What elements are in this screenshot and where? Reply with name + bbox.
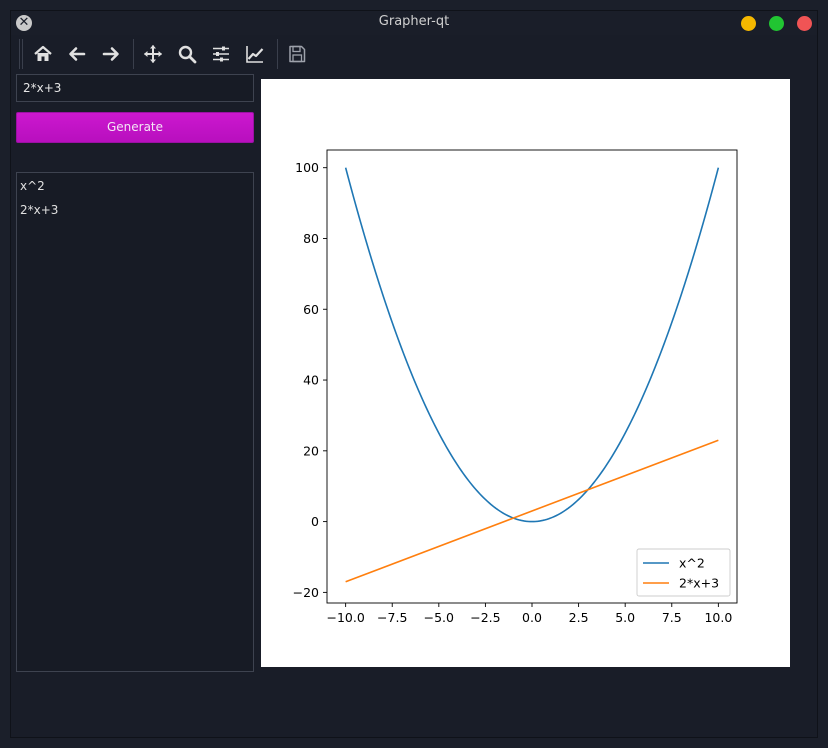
- minimize-button[interactable]: [741, 16, 756, 31]
- x-tick-label: −10.0: [326, 610, 364, 625]
- sliders-icon: [213, 46, 229, 62]
- toolbar-separator: [277, 39, 278, 69]
- expression-input[interactable]: [16, 74, 254, 102]
- close-icon[interactable]: ✕: [16, 15, 32, 31]
- y-tick-label: 100: [295, 160, 319, 175]
- x-tick-label: 0.0: [522, 610, 542, 625]
- list-item[interactable]: x^2: [20, 179, 45, 193]
- arrow-left-icon: [69, 47, 86, 61]
- y-tick-label: −20: [293, 585, 319, 600]
- zoom-button[interactable]: [174, 41, 200, 67]
- series-line: [344, 167, 720, 523]
- expression-list[interactable]: x^2 2*x+3: [16, 172, 254, 672]
- floppy-disk-icon: [289, 45, 306, 63]
- window-title: Grapher-qt: [378, 14, 450, 29]
- save-button[interactable]: [284, 41, 310, 67]
- plot: −10.0 −7.5 −5.0 −2.5 0.0 2.5 5.0 7.5 10.0 −20 0 20 4…: [293, 149, 738, 625]
- move-icon: [144, 45, 162, 63]
- y-tick-label: 40: [303, 373, 319, 388]
- x-tick-label: −2.5: [470, 610, 500, 625]
- toolbar-separator: [133, 39, 134, 69]
- x-tick-label: −5.0: [424, 610, 454, 625]
- home-icon: [34, 45, 52, 61]
- legend-box: [636, 548, 731, 597]
- home-button[interactable]: [30, 41, 56, 67]
- legend-label: x^2: [679, 556, 705, 571]
- edit-axes-button[interactable]: [242, 41, 268, 67]
- plot-canvas[interactable]: −10.0 −7.5 −5.0 −2.5 0.0 2.5 5.0 7.5 10.0 −20 0 20 4…: [261, 79, 790, 667]
- x-tick-label: 7.5: [662, 610, 682, 625]
- toolbar-grip: [19, 39, 20, 69]
- app-window: ✕ Grapher-qt: [10, 10, 818, 738]
- y-tick-label: 0: [311, 514, 319, 529]
- series-line: [345, 439, 719, 583]
- toolbar-grip: [22, 39, 23, 69]
- y-tick-label: 20: [303, 443, 319, 458]
- toolbar: [11, 35, 817, 73]
- configure-subplots-button[interactable]: [208, 41, 234, 67]
- x-tick-label: −7.5: [377, 610, 407, 625]
- y-tick-label: 80: [303, 231, 319, 246]
- axes-frame: [326, 149, 738, 604]
- y-tick-label: 60: [303, 302, 319, 317]
- legend-label: 2*x+3: [679, 576, 719, 591]
- forward-button[interactable]: [98, 41, 124, 67]
- generate-button[interactable]: Generate: [16, 112, 254, 143]
- x-tick-label: 5.0: [615, 610, 635, 625]
- arrow-right-icon: [102, 47, 119, 61]
- x-tick-label: 10.0: [704, 610, 732, 625]
- maximize-button[interactable]: [769, 16, 784, 31]
- pan-button[interactable]: [140, 41, 166, 67]
- title-bar: ✕ Grapher-qt: [11, 11, 817, 35]
- magnifier-icon: [178, 45, 197, 64]
- close-button[interactable]: [797, 16, 812, 31]
- back-button[interactable]: [64, 41, 90, 67]
- line-chart-icon: [246, 46, 264, 63]
- list-item[interactable]: 2*x+3: [20, 203, 59, 217]
- x-tick-label: 2.5: [569, 610, 589, 625]
